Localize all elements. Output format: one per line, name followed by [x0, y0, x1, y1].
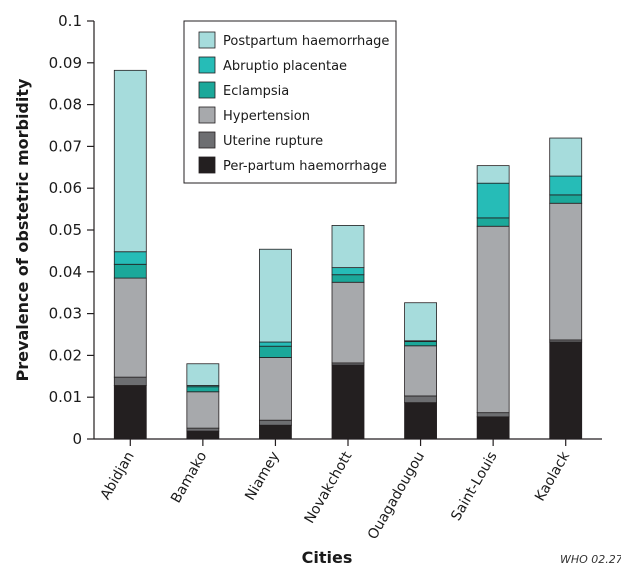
legend-swatch — [198, 131, 216, 149]
x-axis-title: Cities — [302, 548, 353, 567]
x-tick-label: Saint-Louis — [448, 449, 500, 524]
bar-segment — [259, 419, 292, 426]
bar-segment — [549, 175, 583, 196]
bars — [113, 69, 583, 440]
bar-segment — [549, 137, 583, 177]
bar-segment — [404, 341, 437, 347]
bar-segment — [113, 251, 147, 265]
bar-segment — [331, 274, 365, 283]
y-tick-label: 0.08 — [49, 96, 82, 114]
bar-segment — [259, 345, 292, 358]
bar-segment — [113, 277, 147, 378]
bar-segment — [186, 430, 220, 440]
y-tick-label: 0.1 — [58, 12, 82, 30]
bar-segment — [259, 341, 292, 347]
bar-segment — [404, 395, 437, 404]
legend-label: Hypertension — [223, 109, 310, 124]
y-tick-label: 0.02 — [49, 346, 82, 364]
bar-segment — [404, 345, 437, 397]
legend-label: Uterine rupture — [223, 134, 323, 149]
bar-segment — [331, 225, 365, 269]
bar-segment — [476, 225, 510, 414]
y-tick-label: 0.03 — [49, 305, 82, 323]
x-axis: Abidjan Bamako Niamey Novakchott Ouagadougou… — [94, 438, 602, 542]
bar-segment — [331, 364, 365, 440]
bar-segment — [259, 248, 292, 343]
bar-segment — [113, 69, 147, 253]
bar-segment — [259, 424, 292, 440]
bar-segment — [113, 385, 147, 440]
legend-box — [183, 20, 397, 184]
y-tick-label: 0.06 — [49, 179, 82, 197]
x-tick-label: Abidjan — [98, 449, 138, 503]
legend-swatch — [198, 81, 216, 99]
bar-segment — [331, 267, 365, 276]
legend-swatch — [198, 106, 216, 124]
legend-label: Postpartum haemorrhage — [223, 34, 389, 49]
y-axis: 0 0.01 0.02 0.03 0.04 0.05 0.06 0.07 0.08 0.09 0.1 — [49, 12, 95, 448]
legend-swatch — [198, 156, 216, 174]
bar-segment — [186, 363, 220, 386]
x-tick-label: Ouagadougou — [365, 449, 428, 542]
bar-segment — [549, 202, 583, 341]
bar-segment — [186, 386, 220, 393]
legend-swatch — [198, 56, 216, 74]
bar-segment — [476, 416, 510, 440]
bar-segment — [113, 376, 147, 386]
bar-segment — [476, 217, 510, 227]
bar-segment — [113, 263, 147, 279]
x-tick-label: Niamey — [242, 449, 283, 503]
y-tick-label: 0.05 — [49, 221, 82, 239]
legend-label: Eclampsia — [223, 84, 289, 99]
x-tick-label: Novakchott — [302, 449, 356, 527]
legend-label: Abruptio placentae — [223, 59, 347, 74]
bar-segment — [331, 281, 365, 364]
bar-segment — [549, 341, 583, 440]
y-axis-title: Prevalence of obstetric morbidity — [13, 78, 32, 381]
credit-note: WHO 02.27 — [560, 553, 621, 566]
legend: Postpartum haemorrhage Abruptio placentae… — [183, 20, 397, 184]
legend-swatch — [198, 31, 216, 49]
bar-segment — [259, 357, 292, 421]
y-tick-label: 0 — [72, 430, 82, 448]
bar-segment — [404, 402, 437, 440]
y-tick-label: 0.09 — [49, 54, 82, 72]
y-tick-label: 0.07 — [49, 137, 82, 155]
x-tick-label: Kaolack — [532, 448, 573, 504]
y-tick-label: 0.01 — [49, 388, 82, 406]
x-tick-label: Bamako — [168, 449, 210, 506]
bar-segment — [186, 427, 220, 432]
bar-segment — [476, 182, 510, 219]
bar-segment — [476, 412, 510, 418]
bar-segment — [404, 302, 437, 342]
bar-segment — [549, 194, 583, 204]
bar-segment — [186, 391, 220, 429]
bar-segment — [476, 165, 510, 184]
legend-label: Per-partum haemorrhage — [223, 159, 387, 174]
y-tick-label: 0.04 — [49, 263, 82, 281]
